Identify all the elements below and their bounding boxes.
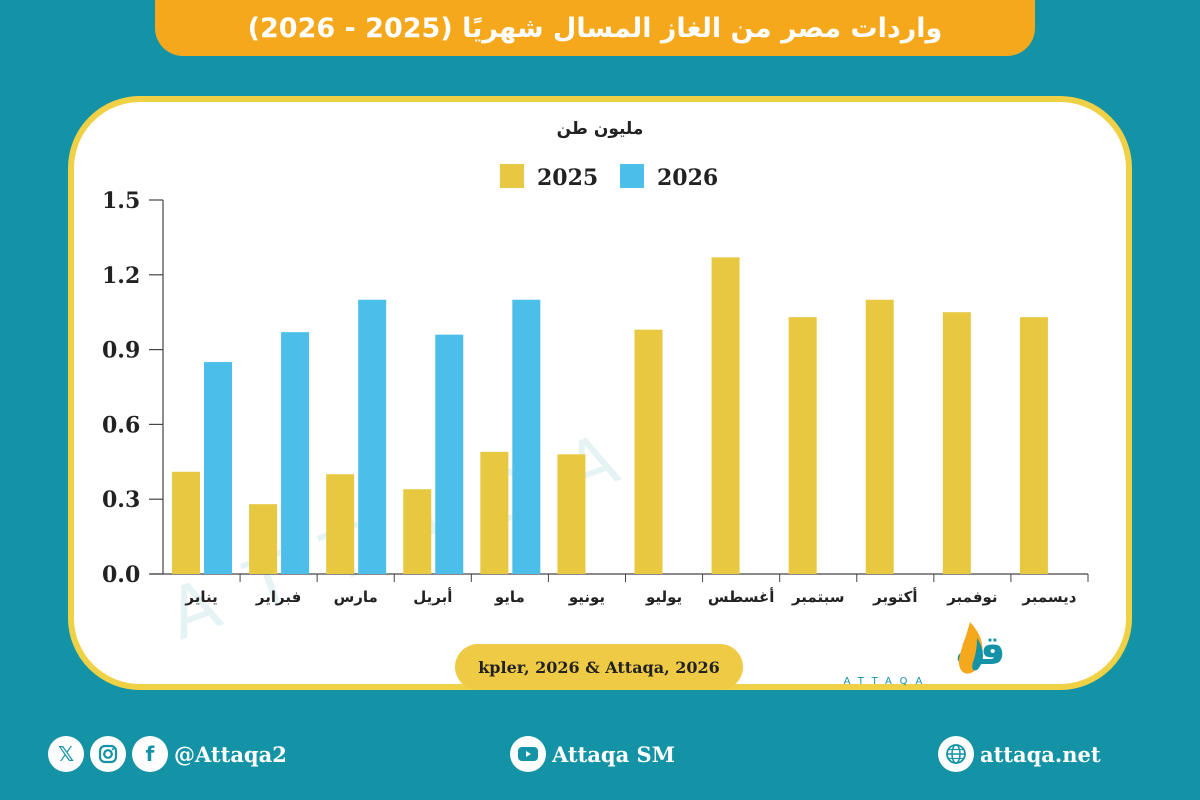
website-url[interactable]: attaqa.net [980, 741, 1101, 767]
bar-2025 [249, 504, 278, 574]
instagram-icon[interactable] [90, 736, 126, 772]
bar-2025 [557, 454, 586, 574]
x-tick-label: مايو [494, 588, 525, 606]
legend-swatch [500, 164, 524, 188]
youtube-icon[interactable] [510, 736, 546, 772]
x-tick-label: أغسطس [708, 587, 774, 606]
x-tick-label: نوفمبر [946, 588, 997, 606]
x-tick-label: مارس [334, 588, 378, 606]
x-icon[interactable]: 𝕏 [48, 736, 84, 772]
website-link[interactable]: attaqa.net [938, 734, 1101, 774]
y-tick-label: 0.9 [102, 338, 140, 364]
bar-2026 [435, 334, 464, 574]
bar-2025 [1019, 317, 1048, 574]
legend: 2025 2026 [500, 164, 718, 191]
y-tick-label: 1.5 [102, 188, 140, 214]
bar-2025 [172, 471, 200, 574]
bar-2025 [711, 257, 740, 574]
bar-2025 [634, 329, 663, 574]
bar-2025 [480, 451, 509, 574]
x-tick-label: ديسمبر [1021, 588, 1076, 606]
bars [172, 257, 1048, 574]
bar-2025 [403, 489, 432, 574]
legend-label: 2026 [657, 165, 718, 191]
youtube-handle[interactable]: Attaqa SM [552, 741, 675, 767]
globe-icon[interactable] [938, 736, 974, 772]
x-tick-label: يونيو [568, 588, 605, 606]
bar-2026 [512, 299, 541, 574]
legend-label: 2025 [537, 165, 598, 191]
attaqa-logo: الطاقة ATTAQA [844, 622, 1005, 687]
social-handle[interactable]: @Attaqa2 [174, 741, 287, 767]
y-tick-label: 1.2 [102, 263, 140, 289]
bar-2025 [788, 317, 817, 574]
x-tick-label: سبتمبر [791, 588, 845, 606]
x-tick-label: يناير [184, 588, 217, 606]
bar-2025 [865, 299, 894, 574]
youtube-link[interactable]: Attaqa SM [510, 734, 675, 774]
page-title: واردات مصر من الغاز المسال شهريًا (2025 … [247, 12, 943, 44]
flame-icon [958, 622, 983, 674]
bar-2025 [326, 474, 355, 574]
x-tick-label: أبريل [413, 587, 452, 606]
x-tick-label: فبراير [255, 588, 301, 606]
x-axis: يناير فبراير مارس أبريل مايو يونيو يوليو أغسطس س… [184, 574, 1089, 606]
logo-latin: ATTAQA [844, 676, 931, 687]
bar-2026 [281, 332, 310, 574]
x-tick-label: أكتوبر [872, 587, 917, 606]
y-tick-label: 0.0 [102, 562, 140, 588]
unit-label: مليون طن [557, 119, 644, 139]
y-tick-label: 0.6 [102, 412, 140, 438]
title-banner: واردات مصر من الغاز المسال شهريًا (2025 … [155, 0, 1035, 56]
bar-2026 [358, 299, 387, 574]
bar-2026 [204, 362, 232, 574]
social-links: 𝕏 f @Attaqa2 [48, 734, 287, 774]
bar-2025 [942, 312, 971, 574]
x-tick-label: يوليو [645, 588, 682, 606]
facebook-icon[interactable]: f [132, 736, 168, 772]
source-text: kpler, 2026 & Attaqa, 2026 [478, 657, 720, 677]
source-label: kpler, 2026 & Attaqa, 2026 [455, 644, 743, 690]
legend-swatch [620, 164, 644, 188]
y-tick-label: 0.3 [102, 487, 140, 513]
